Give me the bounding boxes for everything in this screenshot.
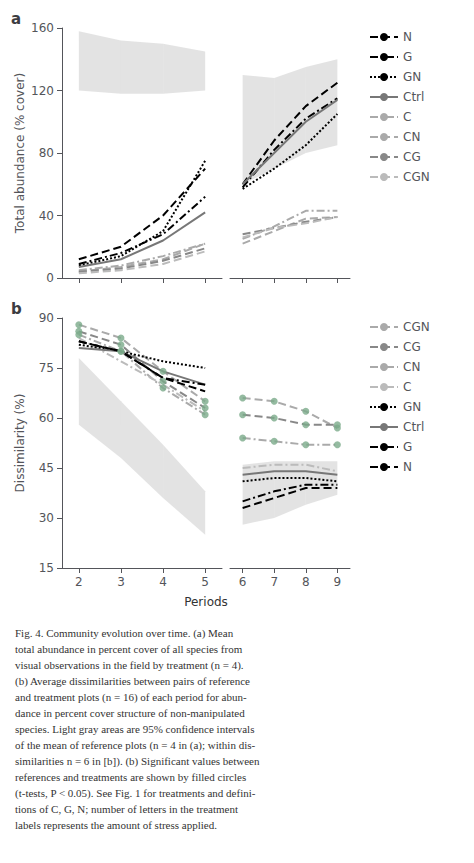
svg-text:GN: GN (403, 70, 421, 84)
svg-text:species. Light gray areas are: species. Light gray areas are 95% confid… (15, 723, 254, 735)
svg-text:CG: CG (403, 150, 421, 164)
svg-text:3: 3 (117, 575, 125, 589)
svg-text:Ctrl: Ctrl (403, 420, 424, 434)
svg-text:8: 8 (302, 575, 310, 589)
svg-text:40: 40 (39, 209, 54, 223)
svg-text:Periods: Periods (184, 595, 228, 609)
svg-text:15: 15 (39, 561, 54, 575)
svg-text:CG: CG (403, 340, 421, 354)
svg-text:CGN: CGN (403, 170, 430, 184)
svg-text:GN: GN (403, 400, 421, 414)
svg-text:of the mean of reference plots: of the mean of reference plots (n = 4 in… (15, 739, 256, 752)
svg-text:120: 120 (31, 84, 54, 98)
svg-text:75: 75 (39, 361, 54, 375)
svg-text:references and treatments are: references and treatments are shown by f… (15, 771, 246, 783)
svg-text:a: a (11, 10, 21, 28)
svg-text:Total abundance (% cover): Total abundance (% cover) (13, 73, 27, 234)
svg-text:Fig. 4. Community evolution ov: Fig. 4. Community evolution over time. (… (15, 627, 234, 640)
svg-text:similarities n = 6 in [b]). (b: similarities n = 6 in [b]). (b) Signific… (15, 755, 260, 768)
svg-text:b: b (11, 300, 22, 318)
svg-text:dance in percent cover structu: dance in percent cover structure of non-… (15, 707, 245, 719)
svg-text:(b) Average dissimilarities be: (b) Average dissimilarities between pair… (15, 675, 250, 688)
svg-text:80: 80 (39, 146, 54, 160)
svg-text:tions of C, G, N; number of le: tions of C, G, N; number of letters in t… (15, 803, 238, 815)
svg-text:0: 0 (46, 271, 54, 285)
svg-text:9: 9 (334, 575, 342, 589)
svg-text:CGN: CGN (403, 320, 430, 334)
svg-text:60: 60 (39, 411, 54, 425)
svg-text:4: 4 (159, 575, 167, 589)
svg-text:Ctrl: Ctrl (403, 90, 424, 104)
svg-text:N: N (403, 460, 412, 474)
svg-text:Dissimilarity (%): Dissimilarity (%) (13, 394, 27, 493)
svg-text:visual observations in the fie: visual observations in the field by trea… (15, 659, 244, 672)
svg-text:45: 45 (39, 461, 54, 475)
svg-text:CN: CN (403, 130, 420, 144)
svg-text:N: N (403, 30, 412, 44)
svg-text:G: G (403, 50, 412, 64)
svg-text:2: 2 (75, 575, 83, 589)
svg-text:G: G (403, 440, 412, 454)
svg-text:160: 160 (31, 21, 54, 35)
svg-text:(t-tests, P < 0.05). See Fig.: (t-tests, P < 0.05). See Fig. 1 for trea… (15, 787, 256, 800)
svg-text:labels represents the amount o: labels represents the amount of stress a… (15, 819, 217, 831)
svg-text:6: 6 (239, 575, 247, 589)
svg-text:30: 30 (39, 511, 54, 525)
svg-text:7: 7 (270, 575, 278, 589)
svg-text:total abundance in percent cov: total abundance in percent cover of all … (15, 643, 243, 655)
svg-text:5: 5 (201, 575, 209, 589)
svg-text:C: C (403, 380, 411, 394)
svg-text:C: C (403, 110, 411, 124)
svg-text:and treatment plots (n = 16) o: and treatment plots (n = 16) of each per… (15, 691, 247, 704)
svg-text:CN: CN (403, 360, 420, 374)
svg-text:90: 90 (39, 311, 54, 325)
